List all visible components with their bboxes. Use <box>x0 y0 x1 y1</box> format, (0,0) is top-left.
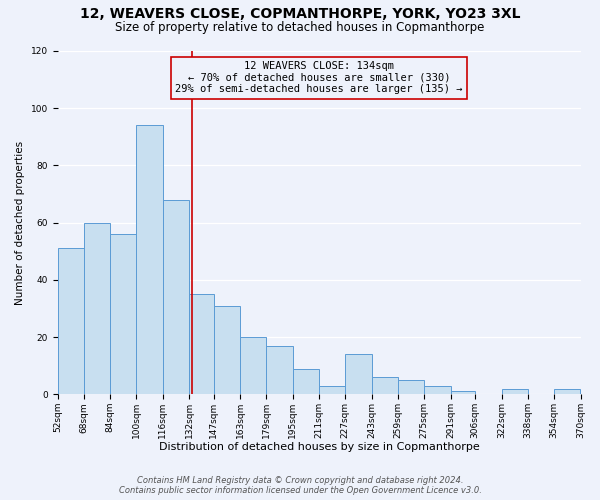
Bar <box>502 388 528 394</box>
Bar <box>398 380 424 394</box>
Bar <box>451 392 475 394</box>
Text: Size of property relative to detached houses in Copmanthorpe: Size of property relative to detached ho… <box>115 21 485 34</box>
Bar <box>136 126 163 394</box>
Bar <box>214 306 240 394</box>
Bar <box>424 386 451 394</box>
Bar <box>84 222 110 394</box>
Bar <box>293 368 319 394</box>
Bar <box>319 386 346 394</box>
Text: Contains HM Land Registry data © Crown copyright and database right 2024.
Contai: Contains HM Land Registry data © Crown c… <box>119 476 481 495</box>
Bar <box>189 294 214 394</box>
Text: 12 WEAVERS CLOSE: 134sqm
← 70% of detached houses are smaller (330)
29% of semi-: 12 WEAVERS CLOSE: 134sqm ← 70% of detach… <box>175 62 463 94</box>
Bar <box>266 346 293 395</box>
Bar <box>110 234 136 394</box>
Bar <box>346 354 371 395</box>
Bar <box>240 337 266 394</box>
Bar <box>58 248 84 394</box>
Y-axis label: Number of detached properties: Number of detached properties <box>15 140 25 304</box>
X-axis label: Distribution of detached houses by size in Copmanthorpe: Distribution of detached houses by size … <box>158 442 479 452</box>
Bar <box>371 377 398 394</box>
Bar <box>554 388 580 394</box>
Text: 12, WEAVERS CLOSE, COPMANTHORPE, YORK, YO23 3XL: 12, WEAVERS CLOSE, COPMANTHORPE, YORK, Y… <box>80 8 520 22</box>
Bar <box>163 200 189 394</box>
